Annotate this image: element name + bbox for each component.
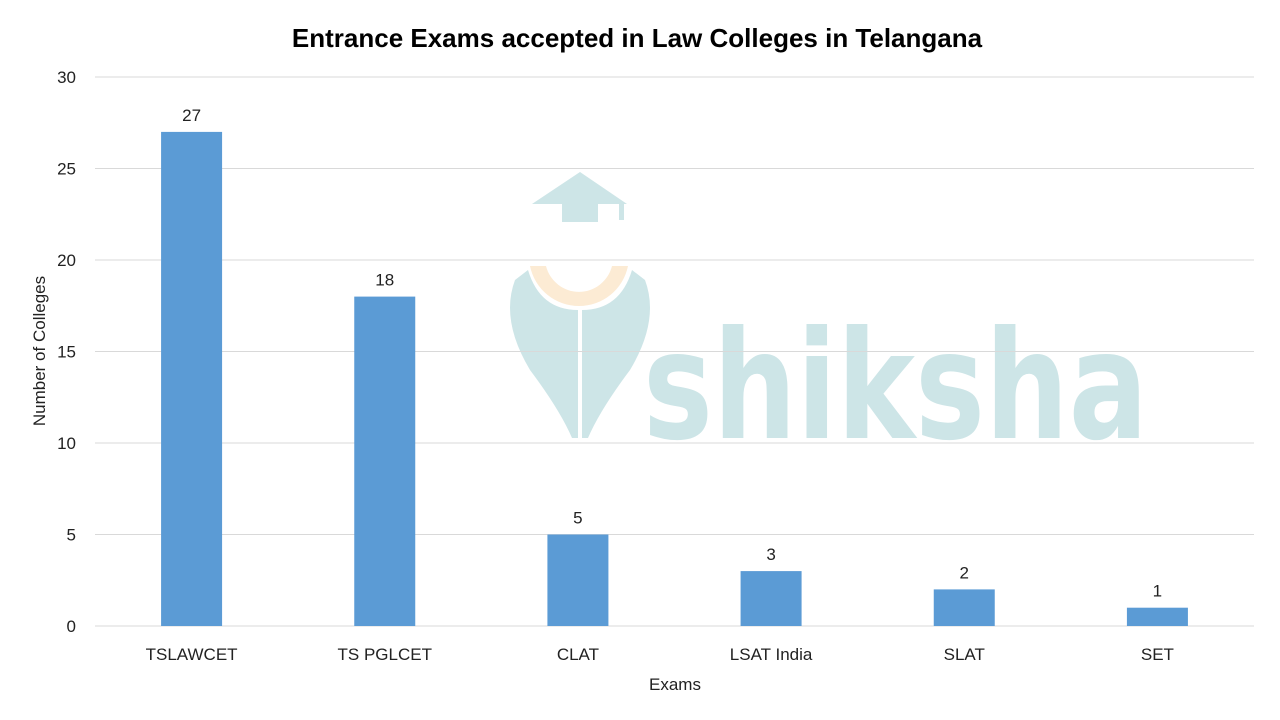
x-tick-label: SLAT — [944, 645, 985, 664]
data-label: 5 — [573, 509, 582, 528]
logo-pen-body — [510, 270, 650, 438]
x-axis-label: Exams — [649, 675, 701, 694]
y-tick-label: 20 — [57, 251, 76, 270]
x-tick-label: SET — [1141, 645, 1174, 664]
graduation-cap-icon — [532, 172, 627, 204]
bar-tslawcet — [161, 131, 223, 626]
bar-set — [1126, 607, 1188, 626]
x-tick-label: TSLAWCET — [146, 645, 238, 664]
bar-lsat-india — [740, 571, 802, 626]
y-tick-label: 15 — [57, 343, 76, 362]
y-tick-label: 5 — [67, 526, 76, 545]
y-tick-label: 25 — [57, 160, 76, 179]
x-tick-label: CLAT — [557, 645, 599, 664]
y-tick-label: 30 — [57, 68, 76, 87]
cap-band — [562, 204, 598, 222]
data-label: 18 — [375, 271, 394, 290]
bar-slat — [933, 589, 995, 626]
bar-clat — [547, 534, 609, 626]
bar-ts-pglcet — [354, 296, 416, 626]
data-label: 3 — [766, 545, 775, 564]
data-label: 2 — [960, 563, 969, 582]
y-tick-label: 0 — [67, 617, 76, 636]
watermark-text: shiksha — [643, 300, 1148, 474]
shiksha-watermark-logo: shiksha — [510, 172, 1148, 474]
chart-title: Entrance Exams accepted in Law Colleges … — [292, 23, 983, 53]
logo-arc — [530, 266, 628, 307]
x-tick-label: LSAT India — [730, 645, 813, 664]
data-label: 1 — [1153, 582, 1162, 601]
data-label: 27 — [182, 106, 201, 125]
y-axis-label: Number of Colleges — [30, 276, 49, 426]
y-tick-label: 10 — [57, 434, 76, 453]
x-tick-label: TS PGLCET — [338, 645, 432, 664]
cap-tassel — [619, 204, 624, 220]
